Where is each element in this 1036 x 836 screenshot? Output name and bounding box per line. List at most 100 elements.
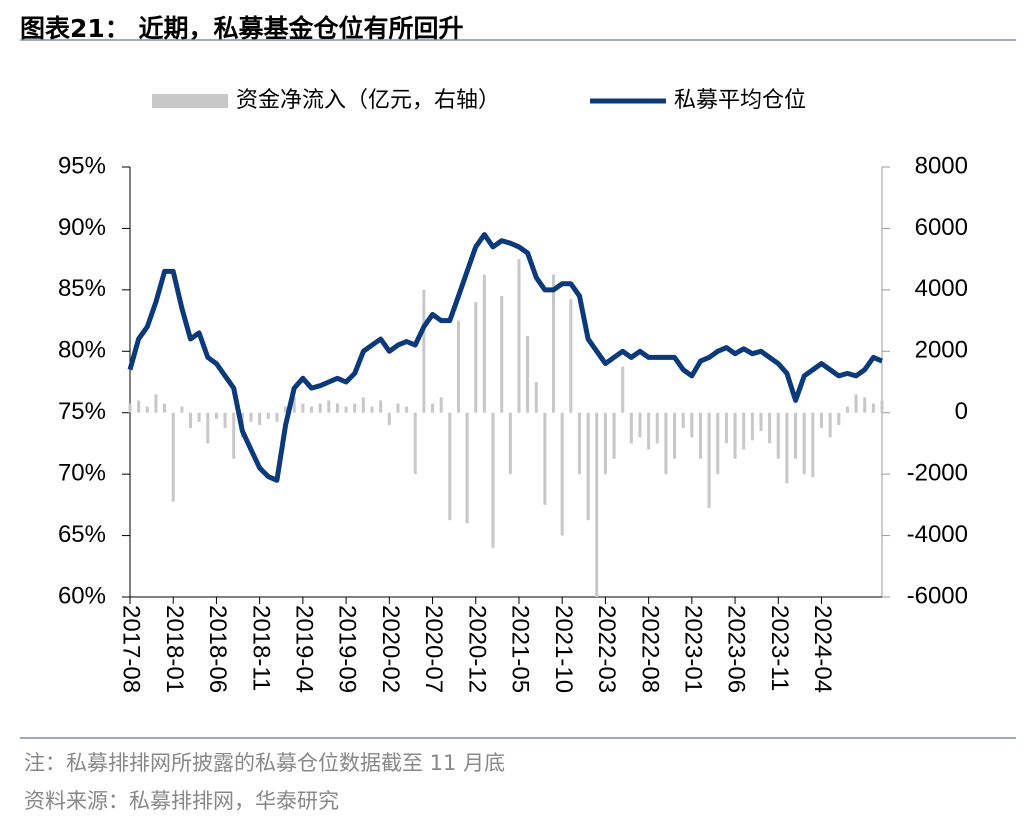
bar [534,382,538,413]
note: 注：私募排排网所披露的私募仓位数据截至 11 月底 [24,751,505,775]
legend-label: 私募平均仓位 [674,88,806,113]
x-tick-label: 2018-06 [204,605,231,693]
bar [586,412,590,521]
x-tick-label: 2017-08 [118,605,145,693]
bar [465,412,469,524]
bar [145,406,149,413]
bar [552,274,556,413]
y-tick-label: 90% [58,214,106,241]
x-tick-label: 2023-11 [766,605,793,691]
x-tick-label: 2023-01 [679,605,706,693]
bar [794,412,798,459]
bar [724,412,728,444]
y2-tick-label: 6000 [915,214,968,241]
bar [327,400,331,413]
bar [785,412,789,484]
bar [845,406,849,413]
y-tick-label: 85% [58,275,106,302]
bar [206,412,210,444]
x-tick-label: 2020-07 [420,605,447,693]
bar [223,412,227,429]
bar [361,397,365,413]
bar [310,406,314,413]
x-tick-label: 2024-04 [809,605,836,693]
bar [664,412,668,475]
y2-tick-label: 4000 [915,275,968,302]
bar [232,412,236,459]
bar [733,412,737,459]
legend-label: 资金净流入（亿元，右轴） [236,88,500,113]
x-tick-label: 2021-10 [550,605,577,693]
bar [353,403,357,413]
bar [802,412,806,475]
legend-swatch [152,94,228,108]
bar [638,412,642,438]
bar [742,412,746,450]
bar [517,259,521,413]
bar [828,412,832,438]
bar [863,397,867,413]
bar [673,412,677,459]
bar [318,403,322,413]
x-tick-label: 2021-05 [507,605,534,693]
x-tick-label: 2019-09 [334,605,361,693]
y-tick-label: 80% [58,337,106,364]
x-tick-label: 2022-08 [636,605,663,693]
bar [448,412,452,521]
bar [405,406,409,413]
bar [258,412,262,425]
bar [811,412,815,478]
bar [474,302,478,413]
bar [707,412,711,508]
bar [647,412,651,450]
x-tick-label: 2018-01 [161,605,188,693]
y-tick-label: 75% [58,398,106,425]
bar [431,403,435,413]
bar [370,406,374,413]
bar [698,412,702,459]
x-tick-label: 2023-06 [723,605,750,693]
bar [387,412,391,425]
source: 资料来源：私募排排网，华泰研究 [24,789,339,813]
bar [379,400,383,413]
bar [482,274,486,413]
y2-tick-label: -6000 [907,582,968,609]
bar [197,412,201,422]
y2-tick-label: 2000 [915,337,968,364]
bar [526,335,530,413]
y2-tick-label: 0 [955,398,968,425]
y-tick-label: 60% [58,582,106,609]
bar [180,406,184,413]
y2-tick-label: 8000 [915,152,968,179]
bar [249,412,253,422]
bar [508,412,512,475]
bar [759,412,763,432]
x-tick-label: 2020-02 [377,605,404,693]
bar [154,394,158,413]
bar [776,412,780,459]
bar [422,289,426,413]
bar [214,412,218,419]
bar [396,403,400,413]
line [127,232,883,483]
bar [603,412,607,475]
x-tick-label: 2020-12 [463,605,490,693]
bar [569,299,573,413]
bar [266,412,270,419]
bar [595,412,599,597]
bar [819,412,824,429]
bar [854,394,858,413]
bar [543,412,547,505]
bar [344,406,348,413]
y2-tick-label: -4000 [907,521,968,548]
bar [171,412,175,502]
bar [560,412,564,536]
bar [716,412,720,475]
bar [335,403,339,413]
y-tick-label: 95% [58,152,106,179]
bar [612,412,616,459]
x-tick-label: 2022-03 [593,605,620,693]
bar [456,320,460,413]
y2-tick-label: -2000 [907,459,968,486]
